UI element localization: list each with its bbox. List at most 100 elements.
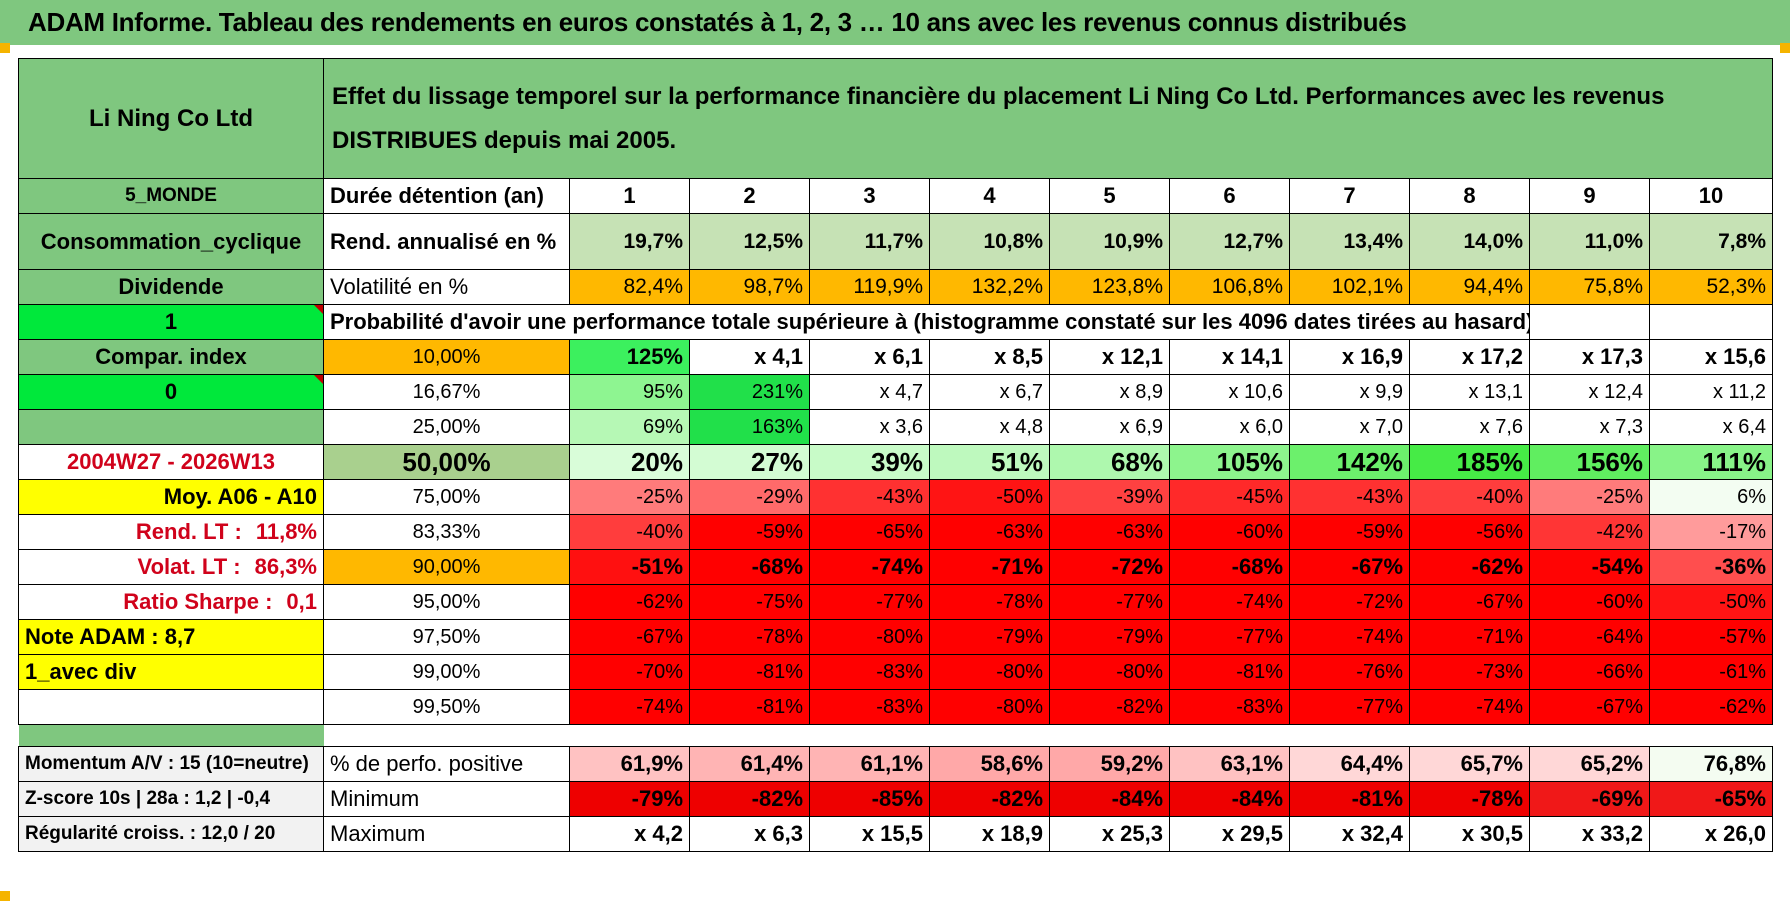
summary-value-cell: 63,1% xyxy=(1169,746,1290,782)
percentile-threshold-cell: 90,00% xyxy=(323,549,570,585)
performance-cell: 231% xyxy=(689,374,810,410)
percentile-row: Rend. LT :11,8% 83,33% -40% -59% -65% -63% -63… xyxy=(18,514,1773,550)
summary-value-cell: x 25,3 xyxy=(1049,816,1170,852)
performance-cell: -56% xyxy=(1409,514,1530,550)
performance-cell: -36% xyxy=(1649,549,1773,585)
percentile-threshold-cell: 50,00% xyxy=(323,444,570,480)
stat-value: 11,8% xyxy=(255,519,317,544)
performance-cell: -39% xyxy=(1049,479,1170,515)
stat-label: Ratio Sharpe : xyxy=(123,589,273,614)
side-label-cell: 1_avec div xyxy=(18,654,324,690)
performance-cell: -80% xyxy=(929,689,1050,725)
performance-table: Li Ning Co Ltd Effet du lissage temporel … xyxy=(18,58,1773,852)
summary-value-cell: x 26,0 xyxy=(1649,816,1773,852)
performance-cell: -40% xyxy=(1409,479,1530,515)
performance-cell: -80% xyxy=(809,619,930,655)
performance-cell: -78% xyxy=(929,584,1050,620)
performance-cell: -82% xyxy=(1049,689,1170,725)
performance-cell: -72% xyxy=(1289,584,1410,620)
performance-cell: 69% xyxy=(569,409,690,445)
volatility-cell: 123,8% xyxy=(1049,269,1170,305)
spacer-cell xyxy=(18,724,324,747)
percentile-threshold-cell: 95,00% xyxy=(323,584,570,620)
summary-value-cell: x 33,2 xyxy=(1529,816,1650,852)
performance-cell: 51% xyxy=(929,444,1050,480)
performance-cell: x 12,4 xyxy=(1529,374,1650,410)
annualized-label: Rend. annualisé en % xyxy=(323,213,570,270)
performance-cell: -66% xyxy=(1529,654,1650,690)
performance-cell: x 6,1 xyxy=(809,339,930,375)
percentile-threshold-cell: 25,00% xyxy=(323,409,570,445)
corner-marker-left xyxy=(0,43,10,53)
performance-cell: -67% xyxy=(569,619,690,655)
performance-cell: x 10,6 xyxy=(1169,374,1290,410)
duration-year-cell: 4 xyxy=(929,178,1050,214)
performance-cell: x 16,9 xyxy=(1289,339,1410,375)
performance-cell: -78% xyxy=(689,619,810,655)
performance-cell: -79% xyxy=(1049,619,1170,655)
percentile-row: 1_avec div 99,00% -70% -81% -83% -80% -80% -81%… xyxy=(18,654,1773,690)
performance-cell: -73% xyxy=(1409,654,1530,690)
performance-cell: -77% xyxy=(1289,689,1410,725)
side-label-cell: Note ADAM : 8,7 xyxy=(18,619,324,655)
performance-cell: -68% xyxy=(1169,549,1290,585)
performance-cell: -83% xyxy=(809,654,930,690)
spacer-cell xyxy=(1290,725,1410,747)
annualized-return-cell: 14,0% xyxy=(1409,213,1530,270)
performance-cell: x 6,0 xyxy=(1169,409,1290,445)
performance-cell: 27% xyxy=(689,444,810,480)
summary-row: Régularité croiss. : 12,0 / 20 Maximum x 4… xyxy=(18,816,1773,852)
performance-cell: -83% xyxy=(809,689,930,725)
performance-cell: -68% xyxy=(689,549,810,585)
duration-row: 5_MONDE Durée détention (an) 1 2 3 4 5 6 7 8 9 10 xyxy=(18,178,1773,214)
duration-year-cell: 6 xyxy=(1169,178,1290,214)
spacer-cell xyxy=(1650,725,1773,747)
performance-cell: -71% xyxy=(1409,619,1530,655)
performance-cell: -63% xyxy=(929,514,1050,550)
percentile-row: Moy. A06 - A10 75,00% -25% -29% -43% -50% -39%… xyxy=(18,479,1773,515)
summary-value-cell: x 4,2 xyxy=(569,816,690,852)
annualized-return-cell: 12,5% xyxy=(689,213,810,270)
summary-value-cell: 58,6% xyxy=(929,746,1050,782)
side-label-cell: Compar. index xyxy=(18,339,324,375)
annualized-return-cell: 12,7% xyxy=(1169,213,1290,270)
report-description: Effet du lissage temporel sur la perform… xyxy=(323,58,1773,179)
performance-cell: -42% xyxy=(1529,514,1650,550)
spacer-cell xyxy=(930,725,1050,747)
percentile-threshold-cell: 99,50% xyxy=(323,689,570,725)
summary-value-cell: x 29,5 xyxy=(1169,816,1290,852)
performance-cell: -74% xyxy=(809,549,930,585)
summary-value-cell: x 18,9 xyxy=(929,816,1050,852)
duration-year-cell: 2 xyxy=(689,178,810,214)
performance-cell: -61% xyxy=(1649,654,1773,690)
summary-value-cell: 64,4% xyxy=(1289,746,1410,782)
performance-cell: x 4,7 xyxy=(809,374,930,410)
performance-cell: -29% xyxy=(689,479,810,515)
performance-cell: -50% xyxy=(1649,584,1773,620)
duration-year-cell: 5 xyxy=(1049,178,1170,214)
summary-label: % de perfo. positive xyxy=(323,746,570,782)
performance-cell: x 17,2 xyxy=(1409,339,1530,375)
annualized-return-cell: 13,4% xyxy=(1289,213,1410,270)
spacer-cell xyxy=(1050,725,1170,747)
performance-cell: x 12,1 xyxy=(1049,339,1170,375)
performance-cell: x 4,8 xyxy=(929,409,1050,445)
duration-year-cell: 7 xyxy=(1289,178,1410,214)
performance-cell: -59% xyxy=(1289,514,1410,550)
performance-cell: -75% xyxy=(689,584,810,620)
volatility-cell: 102,1% xyxy=(1289,269,1410,305)
percentile-row: Note ADAM : 8,7 97,50% -67% -78% -80% -79% -79… xyxy=(18,619,1773,655)
performance-cell: -81% xyxy=(1169,654,1290,690)
summary-value-cell: 65,7% xyxy=(1409,746,1530,782)
spacer-cell xyxy=(1410,725,1530,747)
performance-cell: 163% xyxy=(689,409,810,445)
volatility-cell: 98,7% xyxy=(689,269,810,305)
volatility-cell: 75,8% xyxy=(1529,269,1650,305)
spacer-cell xyxy=(810,725,930,747)
performance-cell: x 8,9 xyxy=(1049,374,1170,410)
performance-cell: -67% xyxy=(1289,549,1410,585)
side-label-cell xyxy=(18,409,324,445)
performance-cell: -77% xyxy=(1169,619,1290,655)
performance-cell: -50% xyxy=(929,479,1050,515)
performance-cell: x 6,9 xyxy=(1049,409,1170,445)
